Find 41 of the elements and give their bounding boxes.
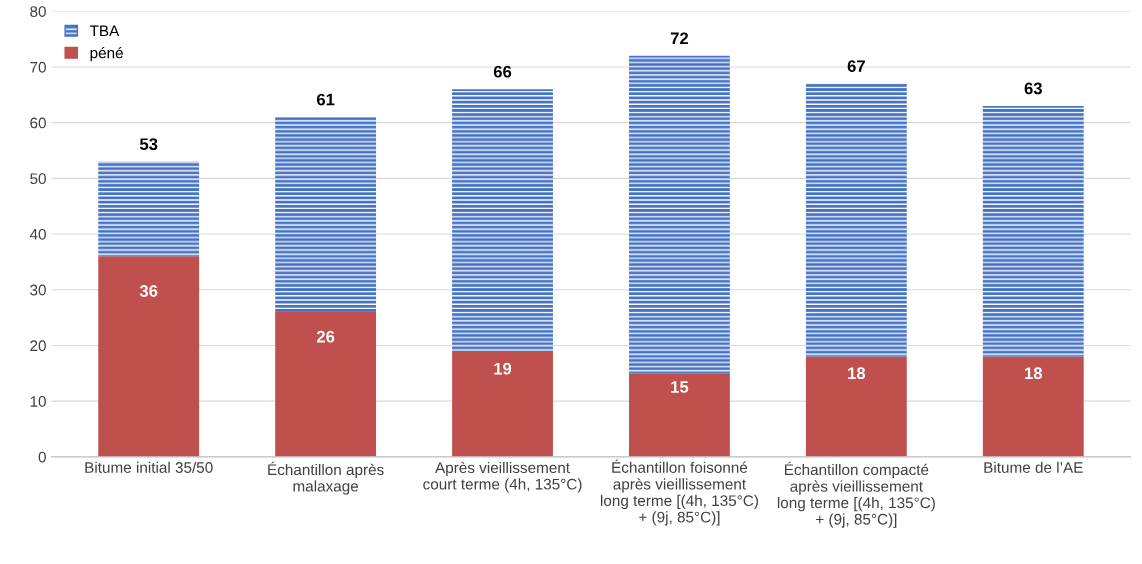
total-label: 53	[139, 138, 158, 151]
bar	[982, 105, 1084, 357]
total-label: 67	[847, 60, 865, 73]
total-label: 72	[670, 32, 689, 45]
x-tick-label: Échantillon foisonné après vieillissement long terme [(4h, 135°C) + (9j, 85°C)]	[601, 459, 758, 526]
y-tick-label: 20	[30, 340, 46, 352]
x-tick-label: Bitume initial 35/50	[85, 461, 213, 473]
bar	[452, 89, 553, 352]
y-tick-label: 30	[30, 284, 46, 296]
x-tick-label: Échantillon après malaxage	[268, 461, 384, 495]
y-tick-label: 70	[30, 61, 46, 73]
data-label: 19	[494, 362, 512, 375]
x-tick-label: Bitume de l’AE	[984, 461, 1083, 473]
total-label: 66	[493, 65, 512, 78]
bar	[805, 356, 907, 457]
data-label: 26	[316, 330, 335, 343]
y-tick-label: 60	[30, 117, 46, 129]
data-label: 18	[1025, 367, 1043, 380]
bar	[982, 356, 1084, 457]
y-tick-label: 40	[29, 228, 46, 240]
bar	[275, 312, 377, 457]
x-tick-label: Échantillon compacté après vieillissement long terme [(4h, 135°C) + (9j, 85°C)]	[777, 461, 935, 528]
bar	[629, 373, 730, 457]
bar	[98, 256, 200, 457]
total-label: 63	[1024, 82, 1042, 95]
data-label: 36	[139, 285, 158, 297]
bar	[452, 351, 553, 457]
y-tick-label: 10	[30, 396, 46, 407]
bar	[98, 161, 200, 257]
bar	[805, 83, 907, 357]
y-tick-label: 0	[38, 451, 46, 463]
y-tick-label: 50	[30, 173, 46, 185]
y-tick-label: 80	[30, 6, 46, 17]
bar	[629, 55, 730, 374]
data-label: 18	[848, 367, 866, 380]
legend-label: TBA	[89, 25, 120, 37]
x-tick-label: Après vieillissement court terme (4h, 135°C)	[423, 461, 582, 493]
bar	[275, 117, 377, 313]
total-label: 61	[316, 93, 335, 106]
legend-label: péné	[90, 46, 123, 62]
data-label: 15	[671, 381, 689, 393]
